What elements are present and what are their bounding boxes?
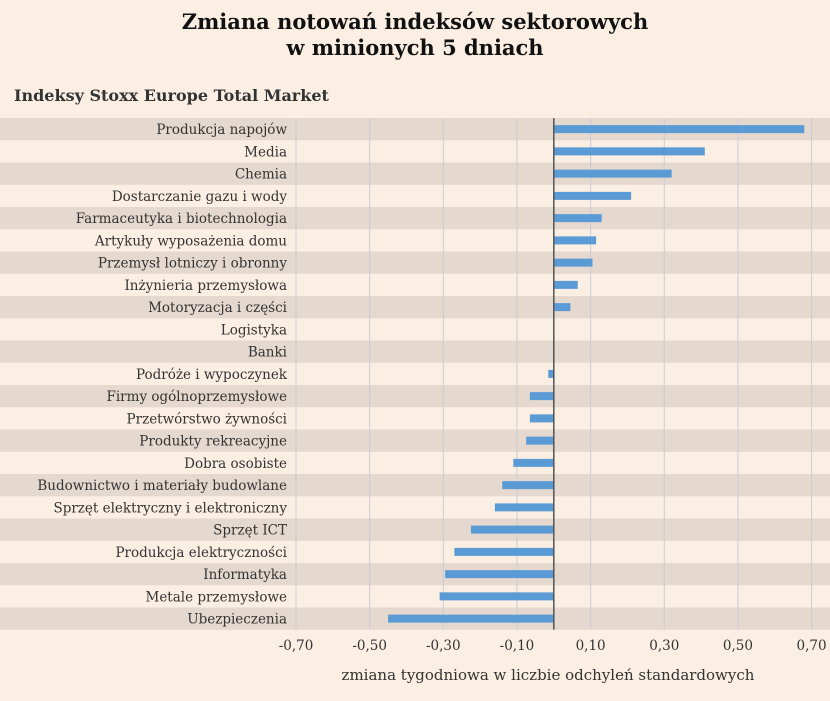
x-tick-label: 0,10 [576,638,606,654]
row-band [0,518,830,541]
bar [470,525,554,534]
x-tick-label: 0,50 [723,638,753,654]
x-tick-label: 0,30 [649,638,679,654]
category-label: Informatyka [203,567,287,583]
bar [553,214,602,223]
row-band [0,474,830,497]
chart-title: Zmiana notowań indeksów sektorowych w min… [0,9,830,61]
x-tick-label: -0,30 [426,638,461,654]
category-label: Sprzęt ICT [213,523,287,539]
category-label: Podróże i wypoczynek [136,367,288,383]
bar [502,481,554,490]
category-label: Dobra osobiste [184,456,287,472]
bar [553,125,805,134]
x-tick-label: -0,50 [352,638,387,654]
bar [526,436,554,445]
bar [553,303,571,312]
category-label: Firmy ogólnoprzemysłowe [107,389,288,405]
category-label: Artykuły wyposażenia domu [94,233,287,249]
chart-subtitle: Indeksy Stoxx Europe Total Market [14,86,329,105]
chart-title-line: w minionych 5 dniach [286,35,544,60]
bar [553,191,632,200]
x-tick-label: 0,70 [797,638,827,654]
bar [553,280,578,289]
category-label: Chemia [235,167,287,183]
row-band [0,385,830,408]
category-label: Dostarczanie gazu i wody [112,189,288,205]
category-label: Produkcja elektryczności [115,545,287,561]
bar [439,592,554,601]
category-label: Logistyka [221,322,287,338]
row-band [0,162,830,185]
bar [513,458,554,467]
category-label: Przemysł lotniczy i obronny [98,256,287,272]
category-label: Media [244,144,287,160]
row-band [0,118,830,141]
bar [454,547,554,556]
bar [553,169,672,178]
bar [494,503,554,512]
bar [553,236,597,245]
category-label: Motoryzacja i części [148,300,288,316]
row-band [0,429,830,452]
bar [388,614,554,623]
bar [553,147,705,156]
category-label: Inżynieria przemysłowa [124,278,287,294]
row-band [0,207,830,230]
row-band [0,563,830,586]
x-axis-title: zmiana tygodniowa w liczbie odchyleń sta… [341,666,755,684]
x-tick-label: -0,70 [279,638,314,654]
category-label: Ubezpieczenia [187,612,287,628]
bar [445,570,554,579]
chart-title-line: Zmiana notowań indeksów sektorowych [181,9,649,34]
bar [553,258,593,267]
row-band [0,296,830,319]
row-band [0,340,830,363]
bar [548,369,554,378]
x-tick-label: -0,10 [500,638,535,654]
category-label: Produkty rekreacyjne [139,434,287,450]
category-label: Metale przemysłowe [146,589,288,605]
bar [529,392,554,401]
category-label: Farmaceutyka i biotechnologia [76,211,287,227]
category-label: Produkcja napojów [156,122,287,138]
bar [529,414,554,423]
category-label: Sprzęt elektryczny i elektroniczny [53,500,287,516]
category-label: Banki [248,345,288,361]
category-label: Budownictwo i materiały budowlane [37,478,287,494]
category-label: Przetwórstwo żywności [127,411,288,427]
row-band [0,251,830,274]
